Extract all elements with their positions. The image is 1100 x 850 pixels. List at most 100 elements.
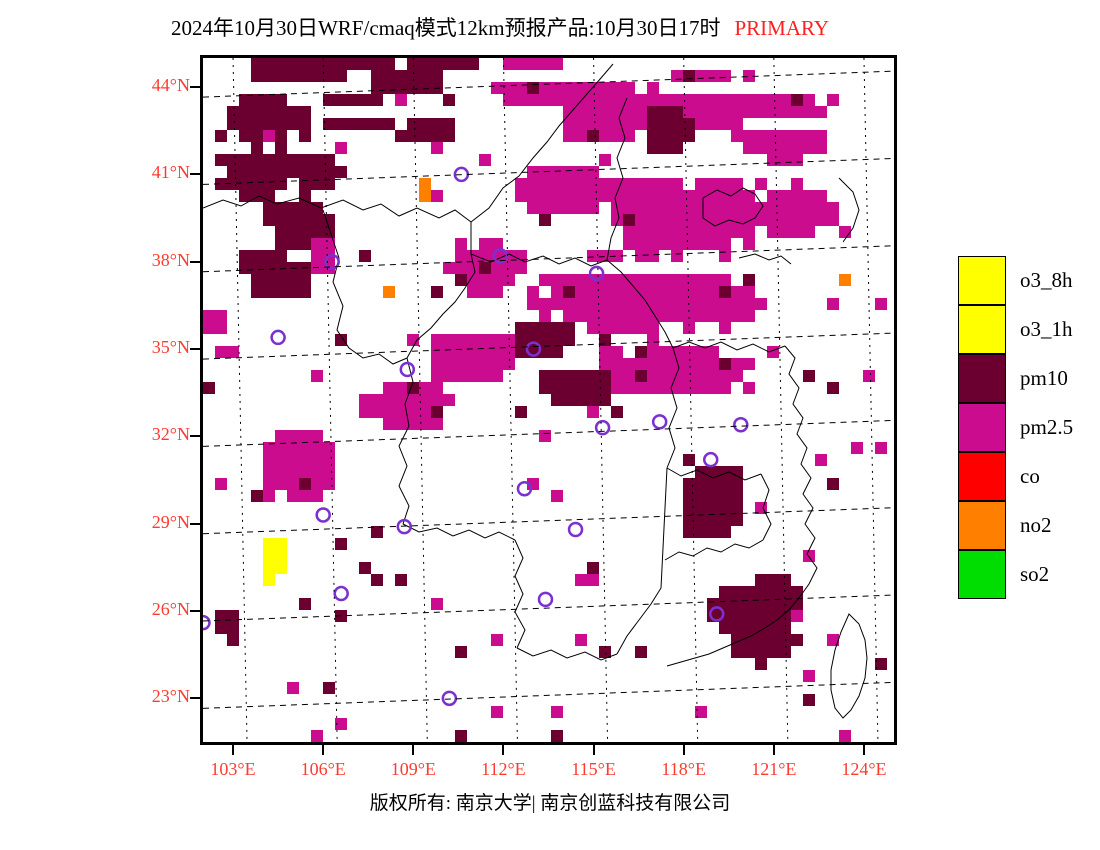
raster-cell-pm10 [719,286,731,298]
station-marker[interactable] [588,265,605,282]
raster-cell-pm2.5 [611,190,623,202]
raster-cell-pm2.5 [587,250,599,262]
parallel-line [203,332,894,360]
raster-cell-pm10 [215,154,227,166]
legend-item-pm2-5[interactable]: pm2.5 [958,403,1098,452]
raster-cell-pm2.5 [395,394,407,406]
raster-cell-pm10 [239,118,251,130]
raster-cell-pm10 [563,286,575,298]
raster-cell-pm2.5 [587,106,599,118]
raster-cell-pm10 [827,478,839,490]
raster-cell-pm10 [539,322,551,334]
map-plot-area[interactable] [200,55,897,745]
raster-cell-pm2.5 [599,346,611,358]
raster-cell-pm10 [251,70,263,82]
station-marker[interactable] [399,361,416,378]
raster-cell-pm2.5 [551,490,563,502]
station-marker[interactable] [733,416,749,433]
raster-cell-pm2.5 [647,250,659,262]
legend-item-no2[interactable]: no2 [958,501,1098,550]
station-marker[interactable] [396,518,413,535]
raster-cell-pm2.5 [707,70,719,82]
raster-cell-pm10 [443,94,455,106]
raster-cell-pm10 [779,622,791,634]
station-marker[interactable] [651,414,668,430]
raster-cell-pm2.5 [683,106,695,118]
legend-item-so2[interactable]: so2 [958,550,1098,599]
raster-cell-pm2.5 [575,298,587,310]
station-marker[interactable] [702,451,719,468]
x-axis-tick-mark [682,745,685,755]
station-marker[interactable] [537,591,554,608]
raster-cell-pm2.5 [707,286,719,298]
raster-cell-pm10 [779,586,791,598]
raster-cell-pm2.5 [575,82,587,94]
raster-cell-pm2.5 [311,238,323,250]
raster-cell-pm10 [683,514,695,526]
raster-cell-pm2.5 [491,262,503,274]
raster-cell-pm2.5 [491,274,503,286]
station-marker[interactable] [492,248,509,264]
raster-cell-pm2.5 [815,202,827,214]
raster-cell-pm10 [299,214,311,226]
raster-cell-pm2.5 [611,298,623,310]
raster-cell-pm10 [299,154,311,166]
legend-item-co[interactable]: co [958,452,1098,501]
raster-cell-pm10 [695,526,707,538]
raster-cell-pm2.5 [611,178,623,190]
station-markers-layer [203,166,749,707]
raster-cell-pm2.5 [695,346,707,358]
raster-cell-pm2.5 [707,370,719,382]
raster-cell-pm2.5 [287,490,299,502]
station-marker[interactable] [315,507,331,523]
raster-cell-pm2.5 [767,226,779,238]
raster-cell-pm10 [779,646,791,658]
raster-cell-pm2.5 [503,358,515,370]
station-marker[interactable] [270,329,286,346]
raster-cell-pm10 [803,370,815,382]
station-marker[interactable] [567,521,584,538]
raster-cell-pm2.5 [659,178,671,190]
x-axis-tick-mark [232,745,235,755]
raster-cell-pm2.5 [479,370,491,382]
legend-item-o3-8h[interactable]: o3_8h [958,256,1098,305]
raster-cell-pm2.5 [563,178,575,190]
station-marker[interactable] [525,341,542,357]
raster-cell-pm10 [335,538,347,550]
raster-cell-pm2.5 [719,238,731,250]
x-axis-tick-label: 103°E [210,759,256,779]
raster-cell-pm2.5 [599,106,611,118]
raster-cell-pm10 [263,166,275,178]
raster-cell-pm2.5 [731,310,743,322]
raster-cell-pm2.5 [659,94,671,106]
raster-cell-pm2.5 [779,154,791,166]
raster-cell-pm10 [695,478,707,490]
raster-cell-pm2.5 [575,310,587,322]
raster-cell-pm2.5 [767,106,779,118]
raster-cell-pm10 [755,658,767,670]
raster-cell-pm2.5 [467,370,479,382]
raster-cell-pm2.5 [659,310,671,322]
legend-item-pm10[interactable]: pm10 [958,354,1098,403]
legend-item-o3-1h[interactable]: o3_1h [958,305,1098,354]
station-marker[interactable] [324,253,340,270]
raster-cell-pm10 [287,202,299,214]
raster-cell-pm2.5 [635,214,647,226]
raster-cell-pm10 [647,106,659,118]
raster-cell-pm10 [275,238,287,250]
raster-cell-pm10 [767,586,779,598]
raster-cell-pm2.5 [431,334,443,346]
raster-cell-pm2.5 [599,190,611,202]
station-marker[interactable] [516,481,533,497]
raster-cell-pm2.5 [803,94,815,106]
raster-cell-pm2.5 [623,358,635,370]
station-marker[interactable] [594,419,611,436]
raster-cell-pm2.5 [695,310,707,322]
raster-cell-pm10 [551,370,563,382]
raster-cell-pm2.5 [503,262,515,274]
station-marker[interactable] [333,585,349,602]
map-canvas [203,58,894,742]
station-marker[interactable] [708,606,725,622]
raster-cell-pm2.5 [575,274,587,286]
station-marker[interactable] [203,614,211,631]
